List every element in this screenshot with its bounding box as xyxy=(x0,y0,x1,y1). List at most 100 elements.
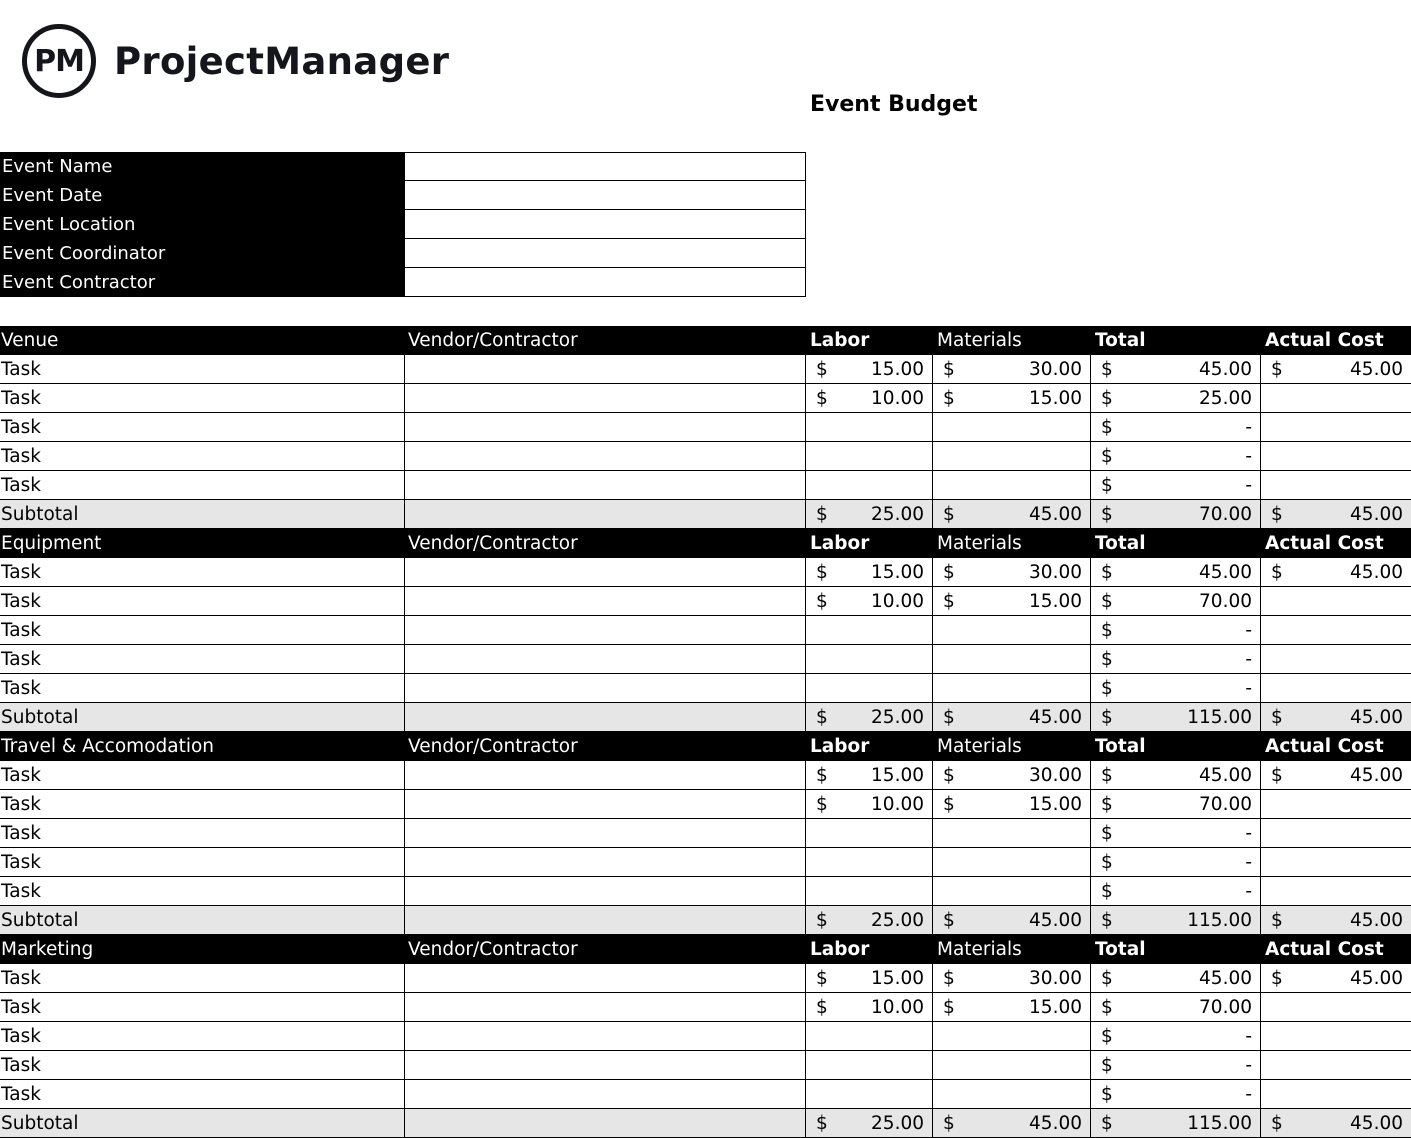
task-cell[interactable]: Task xyxy=(0,384,405,413)
actual-cell[interactable] xyxy=(1261,877,1411,906)
materials-cell[interactable] xyxy=(933,674,1091,703)
total-cell[interactable]: $ - xyxy=(1091,471,1261,500)
task-cell[interactable]: Task xyxy=(0,587,405,616)
actual-cell[interactable] xyxy=(1261,674,1411,703)
vendor-cell[interactable] xyxy=(405,1051,806,1080)
labor-cell[interactable]: $10.00 xyxy=(806,384,933,413)
actual-cell[interactable] xyxy=(1261,645,1411,674)
vendor-cell[interactable] xyxy=(405,384,806,413)
labor-cell[interactable] xyxy=(806,645,933,674)
total-cell[interactable]: $45.00 xyxy=(1091,964,1261,993)
actual-cell[interactable] xyxy=(1261,413,1411,442)
labor-cell[interactable]: $10.00 xyxy=(806,993,933,1022)
vendor-cell[interactable] xyxy=(405,674,806,703)
labor-cell[interactable] xyxy=(806,1022,933,1051)
task-cell[interactable]: Task xyxy=(0,993,405,1022)
materials-cell[interactable] xyxy=(933,819,1091,848)
total-cell[interactable]: $ - xyxy=(1091,645,1261,674)
total-cell[interactable]: $ - xyxy=(1091,413,1261,442)
info-value-input[interactable] xyxy=(404,181,806,210)
actual-cell[interactable] xyxy=(1261,1022,1411,1051)
actual-cell[interactable] xyxy=(1261,1080,1411,1109)
task-cell[interactable]: Task xyxy=(0,471,405,500)
task-cell[interactable]: Task xyxy=(0,819,405,848)
materials-cell[interactable]: $30.00 xyxy=(933,964,1091,993)
materials-cell[interactable] xyxy=(933,877,1091,906)
materials-cell[interactable]: $30.00 xyxy=(933,355,1091,384)
vendor-cell[interactable] xyxy=(405,993,806,1022)
vendor-cell[interactable] xyxy=(405,587,806,616)
labor-cell[interactable] xyxy=(806,877,933,906)
total-cell[interactable]: $ - xyxy=(1091,674,1261,703)
labor-cell[interactable]: $15.00 xyxy=(806,964,933,993)
total-cell[interactable]: $70.00 xyxy=(1091,993,1261,1022)
task-cell[interactable]: Task xyxy=(0,645,405,674)
actual-cell[interactable] xyxy=(1261,848,1411,877)
vendor-cell[interactable] xyxy=(405,471,806,500)
materials-cell[interactable] xyxy=(933,1022,1091,1051)
vendor-cell[interactable] xyxy=(405,877,806,906)
vendor-cell[interactable] xyxy=(405,413,806,442)
labor-cell[interactable] xyxy=(806,819,933,848)
task-cell[interactable]: Task xyxy=(0,413,405,442)
materials-cell[interactable]: $15.00 xyxy=(933,587,1091,616)
task-cell[interactable]: Task xyxy=(0,442,405,471)
actual-cell[interactable] xyxy=(1261,819,1411,848)
task-cell[interactable]: Task xyxy=(0,558,405,587)
vendor-cell[interactable] xyxy=(405,848,806,877)
actual-cell[interactable] xyxy=(1261,471,1411,500)
vendor-cell[interactable] xyxy=(405,355,806,384)
info-value-input[interactable] xyxy=(404,239,806,268)
info-value-input[interactable] xyxy=(404,210,806,239)
actual-cell[interactable]: $45.00 xyxy=(1261,558,1411,587)
vendor-cell[interactable] xyxy=(405,1080,806,1109)
materials-cell[interactable] xyxy=(933,1051,1091,1080)
total-cell[interactable]: $25.00 xyxy=(1091,384,1261,413)
task-cell[interactable]: Task xyxy=(0,761,405,790)
labor-cell[interactable]: $15.00 xyxy=(806,558,933,587)
materials-cell[interactable] xyxy=(933,848,1091,877)
actual-cell[interactable]: $45.00 xyxy=(1261,964,1411,993)
task-cell[interactable]: Task xyxy=(0,964,405,993)
actual-cell[interactable] xyxy=(1261,587,1411,616)
actual-cell[interactable] xyxy=(1261,616,1411,645)
task-cell[interactable]: Task xyxy=(0,616,405,645)
materials-cell[interactable]: $15.00 xyxy=(933,993,1091,1022)
labor-cell[interactable] xyxy=(806,674,933,703)
total-cell[interactable]: $45.00 xyxy=(1091,355,1261,384)
materials-cell[interactable] xyxy=(933,1080,1091,1109)
actual-cell[interactable]: $45.00 xyxy=(1261,355,1411,384)
task-cell[interactable]: Task xyxy=(0,877,405,906)
materials-cell[interactable] xyxy=(933,442,1091,471)
task-cell[interactable]: Task xyxy=(0,355,405,384)
total-cell[interactable]: $ - xyxy=(1091,819,1261,848)
labor-cell[interactable] xyxy=(806,1051,933,1080)
materials-cell[interactable]: $30.00 xyxy=(933,558,1091,587)
total-cell[interactable]: $ - xyxy=(1091,1080,1261,1109)
task-cell[interactable]: Task xyxy=(0,674,405,703)
total-cell[interactable]: $ - xyxy=(1091,616,1261,645)
labor-cell[interactable] xyxy=(806,471,933,500)
total-cell[interactable]: $45.00 xyxy=(1091,558,1261,587)
total-cell[interactable]: $ - xyxy=(1091,877,1261,906)
materials-cell[interactable] xyxy=(933,616,1091,645)
total-cell[interactable]: $70.00 xyxy=(1091,790,1261,819)
vendor-cell[interactable] xyxy=(405,761,806,790)
labor-cell[interactable] xyxy=(806,1080,933,1109)
total-cell[interactable]: $45.00 xyxy=(1091,761,1261,790)
task-cell[interactable]: Task xyxy=(0,1051,405,1080)
vendor-cell[interactable] xyxy=(405,645,806,674)
materials-cell[interactable] xyxy=(933,471,1091,500)
vendor-cell[interactable] xyxy=(405,442,806,471)
labor-cell[interactable]: $10.00 xyxy=(806,790,933,819)
total-cell[interactable]: $ - xyxy=(1091,1051,1261,1080)
info-value-input[interactable] xyxy=(404,152,806,181)
labor-cell[interactable] xyxy=(806,413,933,442)
materials-cell[interactable]: $30.00 xyxy=(933,761,1091,790)
task-cell[interactable]: Task xyxy=(0,1022,405,1051)
actual-cell[interactable] xyxy=(1261,442,1411,471)
total-cell[interactable]: $ - xyxy=(1091,442,1261,471)
actual-cell[interactable] xyxy=(1261,993,1411,1022)
labor-cell[interactable]: $15.00 xyxy=(806,761,933,790)
task-cell[interactable]: Task xyxy=(0,848,405,877)
